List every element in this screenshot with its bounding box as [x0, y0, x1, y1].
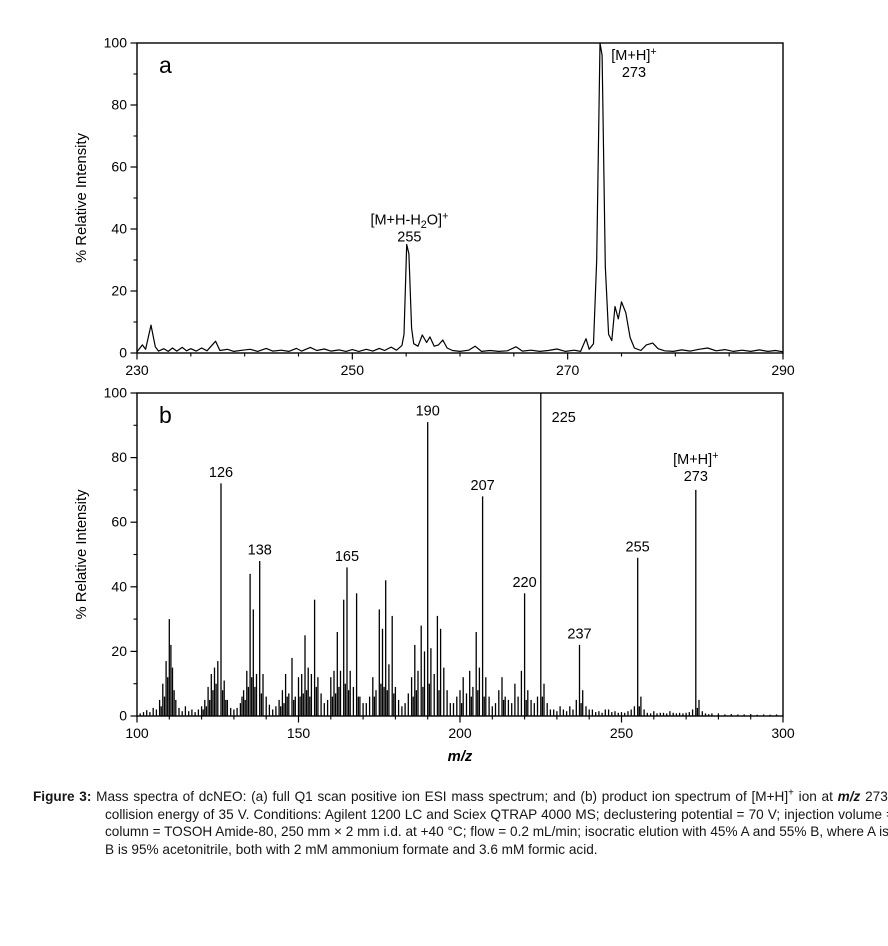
x-tick-label: 290: [771, 362, 795, 378]
y-axis: 0 20 40 60 80 100: [104, 35, 137, 361]
y-tick-label: 0: [119, 345, 127, 361]
peak-label: 255: [626, 539, 650, 555]
x-tick-label: 100: [125, 725, 149, 741]
peak-label: 225: [552, 410, 576, 426]
peak-label: 237: [567, 626, 591, 642]
peak-label: [M+H-H2O]+: [370, 210, 448, 231]
peak-label: 126: [209, 465, 233, 481]
peak-label: 138: [248, 543, 272, 559]
x-axis-title: m/z: [448, 749, 473, 765]
y-axis: 0 20 40 60 80 100: [104, 385, 137, 724]
y-tick-label: 0: [119, 708, 127, 724]
peak-label: 190: [416, 404, 440, 420]
x-tick-label: 200: [448, 725, 472, 741]
x-tick-label: 230: [125, 362, 149, 378]
y-tick-label: 100: [104, 35, 128, 51]
caption-segment: Mass spectra of dcNEO: (a) full Q1 scan …: [91, 789, 789, 804]
x-axis: 230 250 270 290: [125, 353, 795, 378]
x-tick-label: 250: [341, 362, 365, 378]
x-tick-label: 150: [287, 725, 311, 741]
caption-segment: m/z: [837, 789, 861, 804]
caption-segment: 273 with a collision energy of 35 V. Con…: [105, 789, 888, 857]
y-tick-label: 100: [104, 385, 128, 401]
y-tick-label: 20: [111, 283, 127, 299]
y-axis-title: % Relative Intensity: [74, 132, 90, 263]
x-tick-label: 270: [556, 362, 580, 378]
spectrum-series: [136, 42, 784, 353]
peak-label: 255: [397, 229, 421, 245]
caption-segment: ion at: [793, 789, 838, 804]
peak-label: [M+H]+: [673, 450, 718, 468]
x-axis: 100 150 200 250 300: [125, 716, 795, 741]
product-ion-spectrum-panel-b: 100 150 200 250 300 0 20 40 60 80 100 b % Relative I…: [74, 385, 795, 765]
y-tick-label: 20: [111, 643, 127, 659]
y-tick-label: 60: [111, 514, 127, 530]
figure-caption: Figure 3: Mass spectra of dcNEO: (a) ful…: [33, 788, 888, 858]
y-tick-label: 40: [111, 221, 127, 237]
spectrum-series: [139, 393, 778, 716]
y-tick-label: 80: [111, 449, 127, 465]
peak-label: 220: [512, 575, 536, 591]
caption-segment: +: [788, 787, 794, 799]
peak-label: 273: [622, 65, 646, 81]
y-tick-label: 80: [111, 97, 127, 113]
y-axis-title: % Relative Intensity: [74, 489, 90, 620]
peak-label: 207: [471, 478, 495, 494]
plot-frame: [136, 392, 784, 717]
y-tick-label: 60: [111, 159, 127, 175]
panel-letter: b: [159, 402, 172, 428]
y-tick-label: 40: [111, 578, 127, 594]
profile-trace: [136, 42, 784, 353]
peak-annotations: 126 138 165 190 207 220 225 237 255 [M+H]+273: [209, 404, 719, 643]
plot-frame: [136, 42, 784, 354]
peak-label: 165: [335, 549, 359, 565]
panel-letter: a: [159, 52, 172, 78]
peak-annotations: [M+H-H2O]+255 [M+H]+273: [370, 46, 656, 245]
q1-scan-spectrum-panel-a: 230 250 270 290 0 20 40 60 80 100 a % Relative Inte…: [74, 35, 795, 379]
peak-label: 273: [684, 469, 708, 485]
caption-figure-number: Figure 3:: [33, 789, 92, 804]
peak-label: [M+H]+: [611, 46, 656, 64]
x-tick-label: 250: [610, 725, 634, 741]
x-tick-label: 300: [771, 725, 795, 741]
